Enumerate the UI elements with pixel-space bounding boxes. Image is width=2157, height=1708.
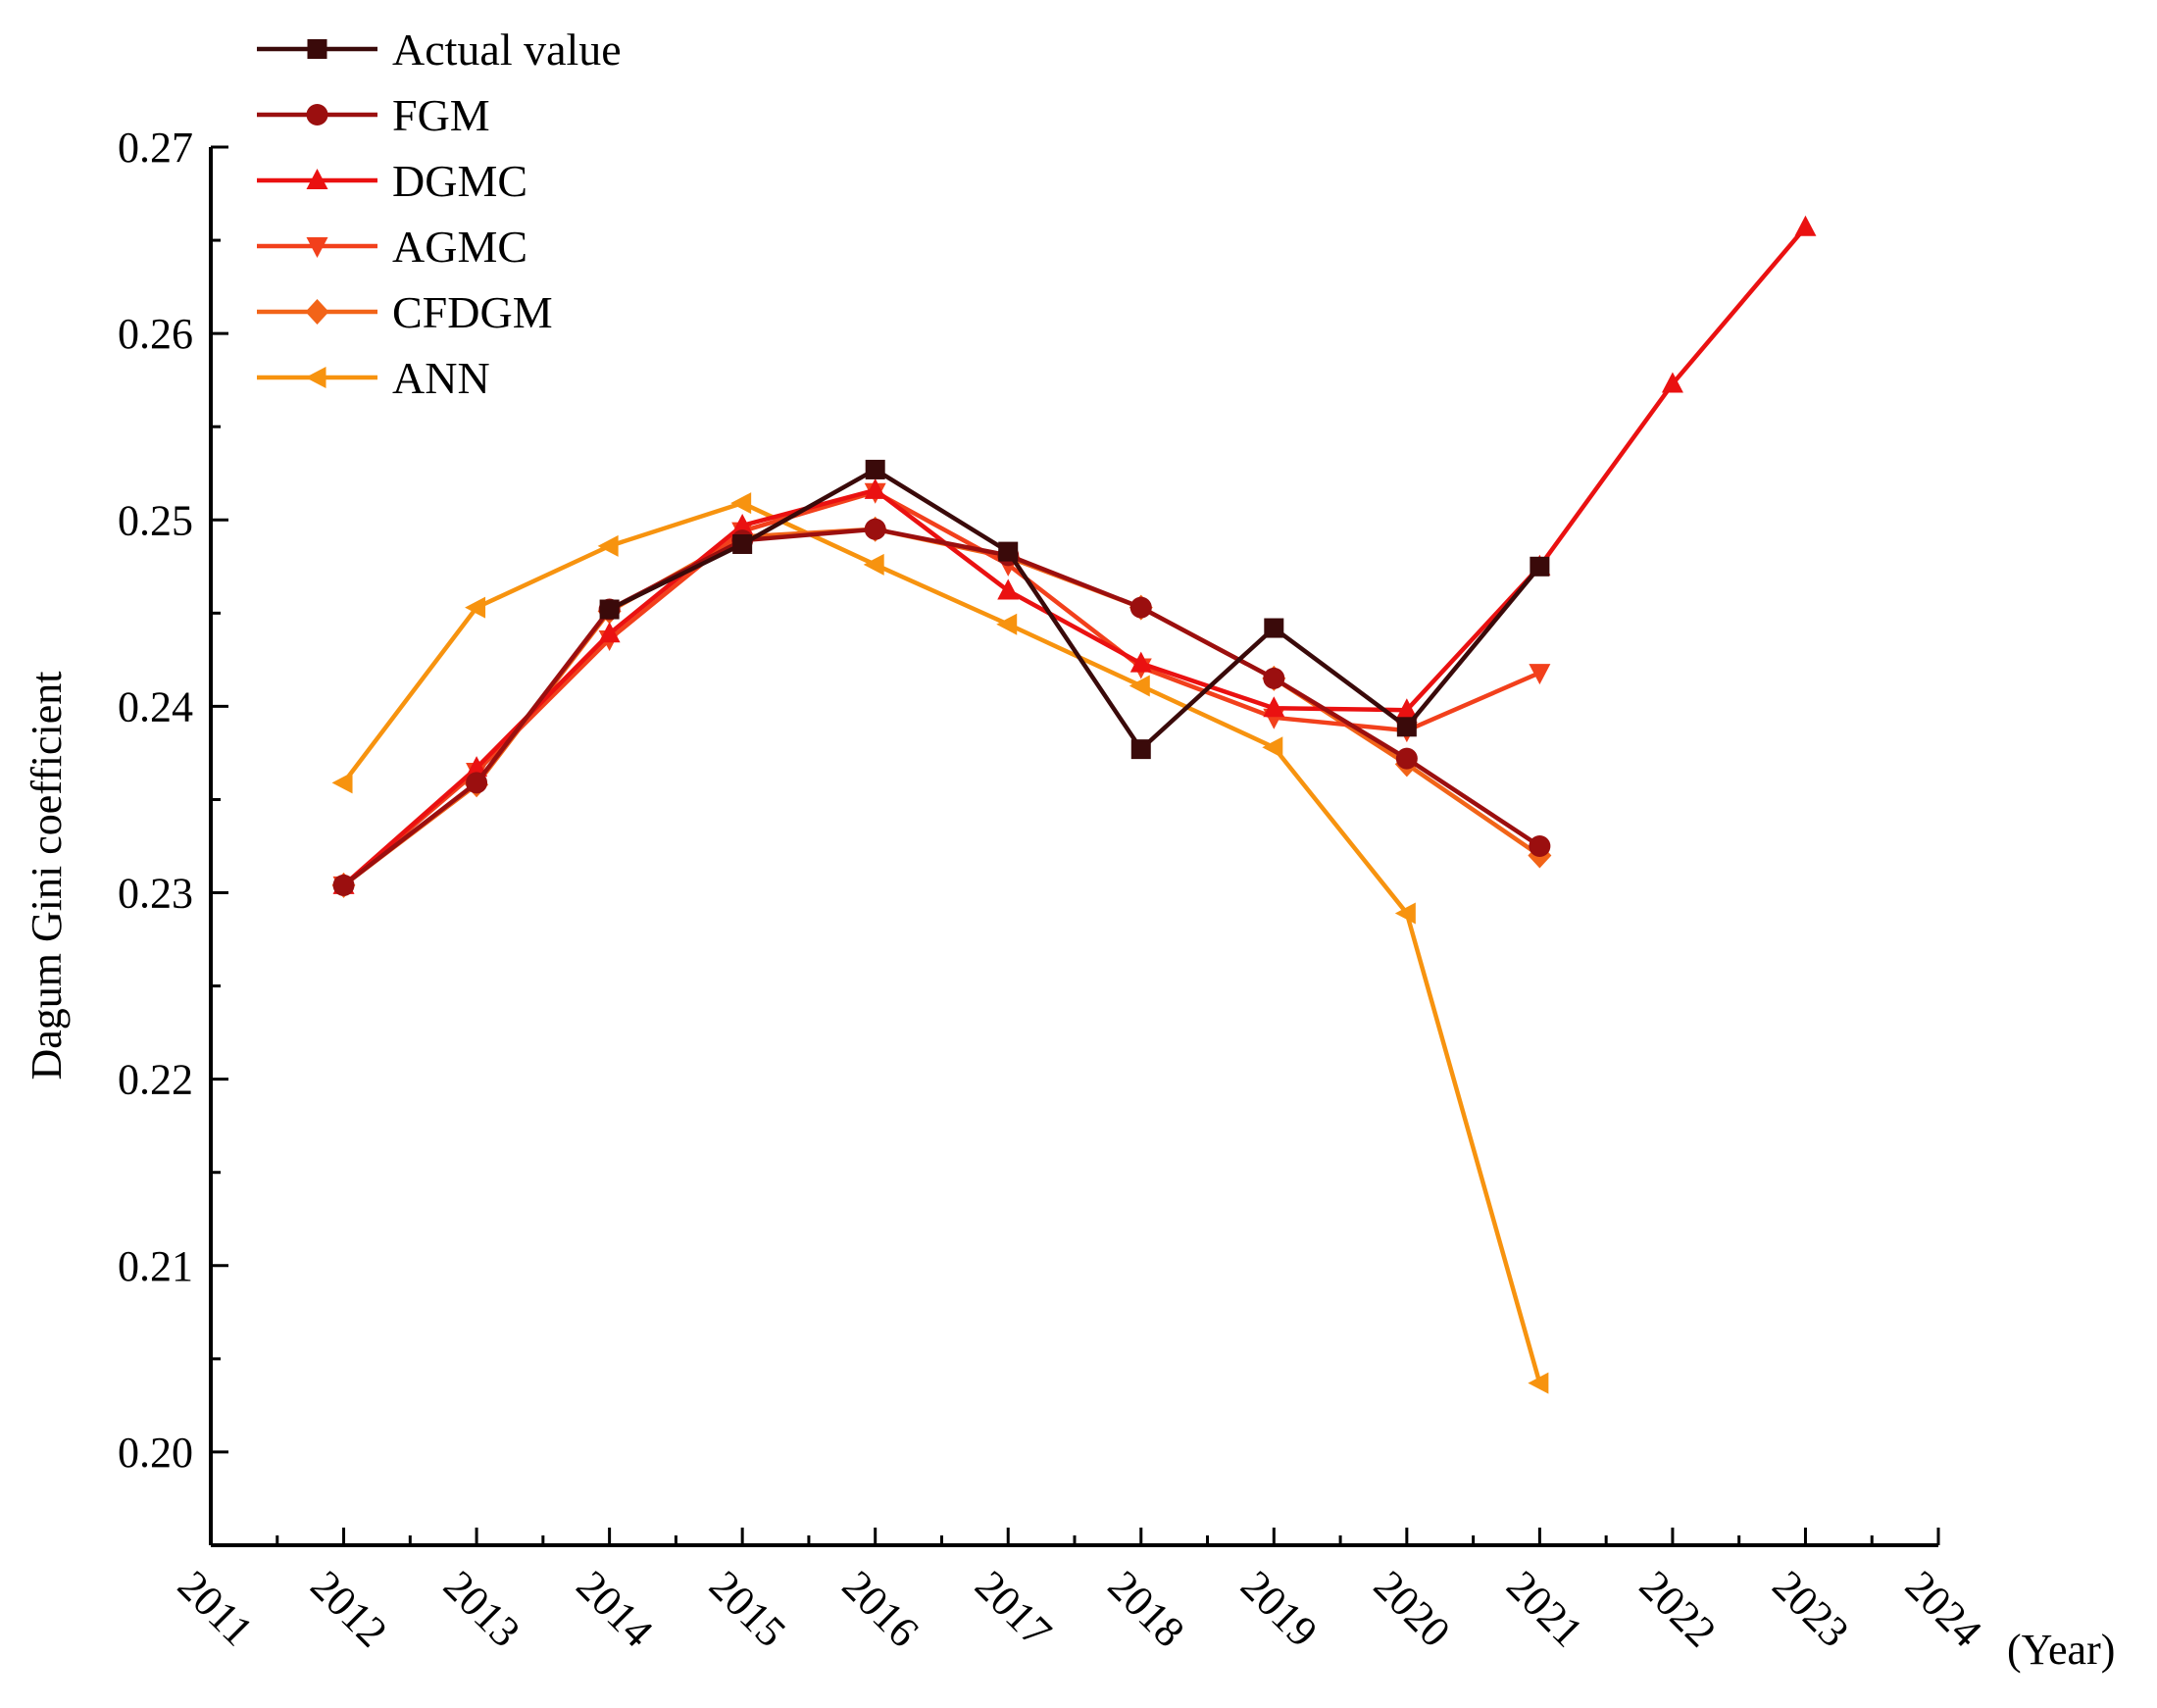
data-point-actual-value <box>599 599 620 620</box>
legend-marker-fgm <box>306 104 328 126</box>
legend-label-fgm: FGM <box>392 90 490 140</box>
data-point-dgmc <box>731 513 754 534</box>
data-point-actual-value <box>1530 556 1550 577</box>
legend-label-ann: ANN <box>392 353 490 403</box>
series-line-dgmc <box>341 225 1808 888</box>
legend-marker-ann <box>305 367 326 388</box>
data-point-dgmc <box>1129 651 1152 673</box>
series-fgm <box>332 518 1551 896</box>
x-tick-label: 2017 <box>966 1561 1061 1656</box>
data-point-dgmc <box>466 756 488 778</box>
legend-marker-cfdgm <box>305 299 329 325</box>
data-point-fgm <box>864 518 886 540</box>
legend-label-agmc: AGMC <box>392 222 527 272</box>
data-point-agmc <box>1529 664 1551 685</box>
x-tick-label: 2023 <box>1763 1561 1858 1656</box>
legend-label-dgmc: DGMC <box>392 156 527 206</box>
x-tick-label: 2013 <box>434 1561 529 1656</box>
data-point-actual-value <box>732 533 753 554</box>
data-point-dgmc <box>997 578 1020 600</box>
data-point-fgm <box>1263 667 1285 689</box>
data-point-actual-value <box>1130 739 1151 760</box>
x-tick-label: 2024 <box>1896 1561 1991 1656</box>
legend-item-dgmc: DGMC <box>257 156 527 206</box>
x-tick-label: 2019 <box>1231 1561 1327 1656</box>
y-tick-label: 0.27 <box>118 124 193 172</box>
data-point-dgmc <box>1794 215 1817 236</box>
legend: Actual value FGM DGMC AGMC CFDGM ANN <box>257 25 622 403</box>
data-point-ann <box>1528 1372 1549 1394</box>
data-point-fgm <box>1529 835 1551 857</box>
y-tick-label: 0.25 <box>118 496 193 544</box>
legend-marker-agmc <box>306 237 328 258</box>
y-tick-label: 0.20 <box>118 1429 193 1477</box>
data-point-actual-value <box>1264 618 1284 638</box>
data-point-fgm <box>1395 747 1418 770</box>
data-point-fgm <box>1129 596 1152 619</box>
data-point-actual-value <box>865 459 885 479</box>
series-cfdgm <box>331 516 1552 898</box>
legend-item-actual-value: Actual value <box>257 25 622 75</box>
data-point-ann <box>465 596 486 619</box>
data-point-dgmc <box>1395 698 1418 720</box>
data-point-actual-value <box>1396 717 1417 737</box>
data-point-ann <box>1394 902 1416 925</box>
legend-item-agmc: AGMC <box>257 222 527 272</box>
data-point-ann <box>863 553 884 576</box>
series-line-ann <box>341 500 1542 1385</box>
legend-marker-dgmc <box>306 169 328 189</box>
data-point-ann <box>331 772 353 794</box>
y-tick-label: 0.21 <box>118 1242 193 1290</box>
series-line-agmc <box>341 489 1542 888</box>
x-tick-label: 2011 <box>169 1561 263 1655</box>
series-layer <box>331 215 1817 1394</box>
x-tick-label: 2012 <box>301 1561 396 1656</box>
data-point-dgmc <box>1661 372 1683 393</box>
data-point-ann <box>597 534 619 557</box>
x-axis-title: (Year) <box>2007 1626 2115 1674</box>
series-dgmc <box>332 215 1817 894</box>
data-point-fgm <box>332 874 355 896</box>
axes: 0.20 0.21 0.22 0.23 0.24 0.25 0.26 0.27 2011 2012… <box>23 124 2115 1674</box>
data-point-ann <box>1129 675 1150 697</box>
legend-marker-actual-value <box>307 39 327 59</box>
legend-item-cfdgm: CFDGM <box>257 287 553 337</box>
legend-item-ann: ANN <box>257 353 490 403</box>
x-tick-label: 2014 <box>568 1561 663 1656</box>
legend-label-actual-value: Actual value <box>392 25 622 75</box>
data-point-ann <box>996 613 1018 635</box>
x-tick-label: 2022 <box>1630 1561 1726 1656</box>
data-point-ann <box>730 492 752 515</box>
y-tick-label: 0.24 <box>118 682 193 730</box>
data-point-dgmc <box>864 477 886 499</box>
data-point-ann <box>1262 736 1283 759</box>
data-point-dgmc <box>598 622 621 643</box>
x-tick-label: 2020 <box>1365 1561 1460 1656</box>
series-actual-value <box>599 459 1550 760</box>
x-tick-label: 2021 <box>1497 1561 1592 1656</box>
y-axis-title: Dagum Gini coefficient <box>23 671 71 1080</box>
x-tick-label: 2015 <box>700 1561 795 1656</box>
y-tick-label: 0.26 <box>118 310 193 358</box>
y-tick-label: 0.23 <box>118 870 193 918</box>
legend-item-fgm: FGM <box>257 90 490 140</box>
x-tick-label: 2018 <box>1099 1561 1194 1656</box>
series-line-fgm <box>341 527 1542 888</box>
x-tick-label: 2016 <box>833 1561 928 1656</box>
data-point-actual-value <box>998 541 1019 562</box>
data-point-fgm <box>466 772 488 794</box>
legend-label-cfdgm: CFDGM <box>392 287 553 337</box>
series-ann <box>331 492 1549 1394</box>
series-line-actual-value <box>607 467 1542 752</box>
data-point-dgmc <box>1263 696 1285 718</box>
y-tick-label: 0.22 <box>118 1056 193 1104</box>
